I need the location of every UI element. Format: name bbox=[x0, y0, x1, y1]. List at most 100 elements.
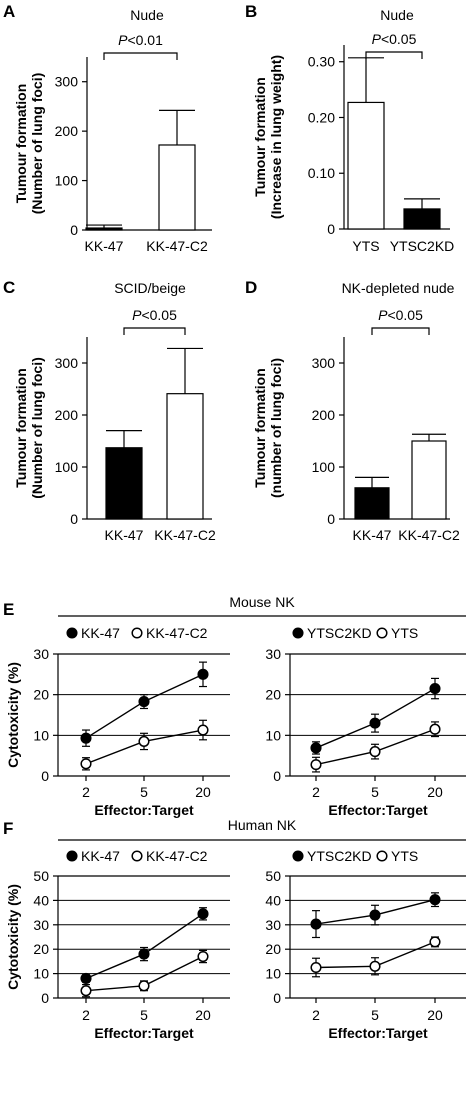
open-marker bbox=[310, 961, 322, 974]
y-tick-label: 0.30 bbox=[308, 54, 335, 70]
significance-value: <0.01 bbox=[127, 32, 163, 48]
y-tick-label: 50 bbox=[33, 868, 49, 884]
x-tick-label: 5 bbox=[140, 1007, 148, 1023]
y-tick-label: 0.20 bbox=[308, 109, 335, 125]
y-tick-label: 20 bbox=[265, 941, 281, 957]
significance-bracket bbox=[371, 327, 430, 335]
filled-marker bbox=[292, 627, 304, 639]
significance-label: P<0.05 bbox=[372, 31, 417, 47]
legend-label: YTSC2KD bbox=[307, 625, 372, 641]
open-marker bbox=[131, 627, 143, 639]
y-tick-label: 40 bbox=[265, 892, 281, 908]
y-axis-label: Tumour formation(Increase in lung weight… bbox=[252, 55, 284, 219]
bar bbox=[403, 208, 441, 230]
filled-marker bbox=[197, 908, 209, 920]
x-tick-label: 2 bbox=[82, 1007, 90, 1023]
filled-marker bbox=[310, 918, 322, 930]
significance-value: <0.05 bbox=[387, 307, 423, 323]
significance-p: P bbox=[372, 31, 382, 47]
y-tick-label: 200 bbox=[55, 123, 79, 139]
panel-letter-a: A bbox=[3, 2, 15, 21]
chart-f-human-nk-yts: 0 10 20 30 40 50 2 5 20 Effector:Target YTSC2KD YTS bbox=[265, 848, 466, 1041]
filled-marker bbox=[292, 850, 304, 862]
open-marker bbox=[80, 758, 92, 770]
y-tick-label: 0 bbox=[273, 990, 281, 1006]
y-tick-label: 30 bbox=[265, 646, 281, 662]
y-tick-label: 0 bbox=[41, 990, 49, 1006]
x-tick-label: 5 bbox=[140, 784, 148, 800]
x-tick-label: 20 bbox=[427, 784, 443, 800]
open-marker bbox=[310, 759, 322, 771]
significance-value: <0.05 bbox=[381, 31, 417, 47]
x-axis-label: Effector:Target bbox=[328, 802, 428, 818]
significance-p: P bbox=[132, 307, 142, 323]
y-tick-label: 200 bbox=[55, 407, 79, 423]
open-marker bbox=[138, 980, 150, 992]
x-tick-label: 2 bbox=[312, 784, 320, 800]
category-label: YTSC2KD bbox=[390, 238, 455, 254]
open-marker bbox=[138, 735, 150, 747]
y-tick-label: 0 bbox=[273, 768, 281, 784]
panel-letter-b: B bbox=[245, 2, 257, 21]
chart-b-nude: Nude Tumour formation(Increase in lung we… bbox=[252, 7, 454, 254]
y-axis-label-line: (Increase in lung weight) bbox=[268, 55, 284, 219]
open-marker bbox=[369, 960, 381, 972]
category-label: KK-47-C2 bbox=[398, 527, 460, 543]
y-tick-label: 30 bbox=[33, 646, 49, 662]
filled-marker bbox=[369, 909, 381, 921]
x-tick-label: 2 bbox=[312, 1007, 320, 1023]
bar bbox=[347, 101, 385, 230]
y-tick-label: 0 bbox=[41, 768, 49, 784]
y-tick-label: 100 bbox=[312, 459, 336, 475]
legend-label: KK-47-C2 bbox=[146, 625, 208, 641]
significance-p: P bbox=[378, 307, 388, 323]
y-tick-label: 20 bbox=[33, 941, 49, 957]
section-header-human-nk: Human NK bbox=[228, 817, 297, 833]
y-tick-label: 0.10 bbox=[308, 165, 335, 181]
filled-marker bbox=[429, 894, 441, 906]
category-label: KK-47-C2 bbox=[154, 527, 216, 543]
chart-title: Nude bbox=[380, 7, 414, 23]
filled-marker bbox=[66, 627, 78, 639]
y-tick-label: 20 bbox=[265, 687, 281, 703]
significance-label: P<0.01 bbox=[118, 32, 163, 48]
filled-marker bbox=[80, 732, 92, 744]
y-tick-label: 30 bbox=[265, 917, 281, 933]
filled-marker bbox=[310, 742, 322, 754]
panel-letter-d: D bbox=[245, 278, 257, 297]
chart-c-scid-beige: SCID/beige Tumour formation(Number of lun… bbox=[13, 280, 216, 543]
filled-marker bbox=[66, 850, 78, 862]
filled-marker bbox=[138, 948, 150, 960]
filled-marker bbox=[80, 972, 92, 985]
significance-bracket bbox=[103, 52, 178, 60]
open-marker bbox=[80, 985, 92, 997]
section-header-mouse-nk: Mouse NK bbox=[229, 594, 295, 610]
y-tick-label: 0 bbox=[70, 222, 78, 238]
y-tick-label: 10 bbox=[265, 966, 281, 982]
y-tick-label: 30 bbox=[33, 917, 49, 933]
y-tick-label: 200 bbox=[312, 407, 336, 423]
x-tick-label: 5 bbox=[371, 784, 379, 800]
y-tick-label: 10 bbox=[33, 727, 49, 743]
panel-letter-c: C bbox=[3, 278, 15, 297]
significance-p: P bbox=[118, 32, 128, 48]
y-axis-label: Tumour formation(Number of lung foci) bbox=[13, 357, 45, 499]
x-axis-label: Effector:Target bbox=[328, 1025, 428, 1041]
x-tick-label: 20 bbox=[195, 1007, 211, 1023]
y-tick-label: 0 bbox=[327, 511, 335, 527]
y-tick-label: 300 bbox=[55, 74, 79, 90]
open-marker bbox=[429, 936, 441, 948]
y-axis-label-line: Tumour formation bbox=[13, 368, 29, 488]
x-tick-label: 20 bbox=[427, 1007, 443, 1023]
filled-marker bbox=[197, 668, 209, 680]
y-axis-label-line: Tumour formation bbox=[252, 77, 268, 197]
y-tick-label: 100 bbox=[55, 173, 79, 189]
legend-label: KK-47 bbox=[81, 848, 120, 864]
significance-value: <0.05 bbox=[141, 307, 177, 323]
y-axis-label-line: (number of lung foci) bbox=[268, 358, 284, 498]
bar bbox=[166, 393, 204, 520]
y-axis-label-line: Tumour formation bbox=[13, 84, 29, 204]
